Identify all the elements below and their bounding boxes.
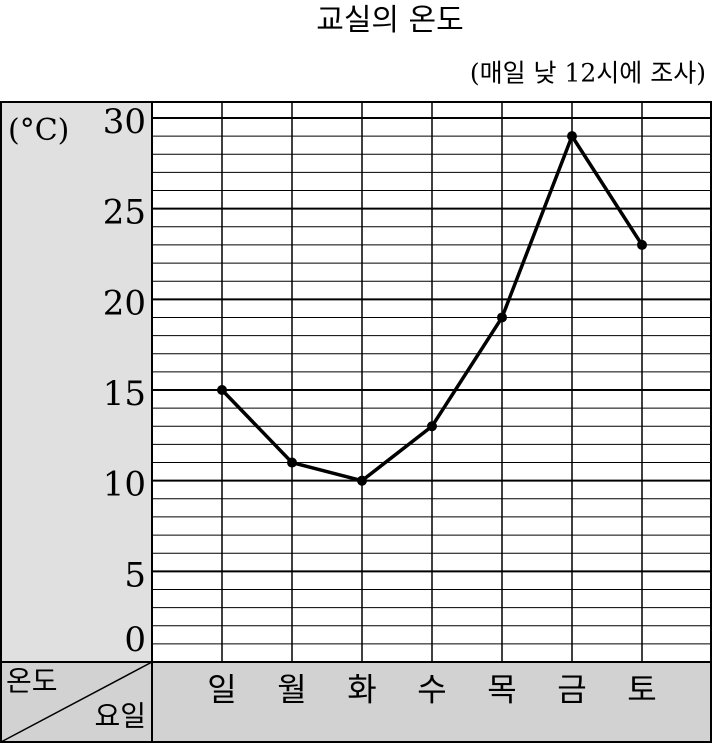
x-tick-label: 수 <box>417 671 446 709</box>
point <box>637 239 647 250</box>
x-panel <box>1 662 711 742</box>
y-tick-label: 0 <box>124 620 146 660</box>
point <box>217 385 227 395</box>
chart-subtitle: (매일 낮 12시에 조사) <box>470 59 706 88</box>
x-tick-label: 목 <box>487 671 516 709</box>
chart-title: 교실의 온도 <box>316 3 464 38</box>
x-tick-label: 월 <box>277 671 306 709</box>
y-tick-label: 25 <box>103 193 146 233</box>
frame <box>0 101 712 743</box>
point <box>287 457 297 468</box>
y-tick-label: 10 <box>103 465 146 505</box>
x-tick-label: 화 <box>347 671 376 709</box>
point <box>357 475 367 486</box>
x-tick-label: 일 <box>207 671 236 709</box>
point <box>427 421 437 432</box>
x-axis-label: 요일 <box>94 700 146 733</box>
x-tick-label: 토 <box>627 671 656 709</box>
y-tick-label: 15 <box>103 374 146 414</box>
y-tick-label: 5 <box>124 555 146 595</box>
point <box>497 312 507 323</box>
x-tick-label: 금 <box>557 671 586 709</box>
y-panel <box>1 102 152 662</box>
corner-diagonal <box>0 661 153 743</box>
y-axis-label: 온도 <box>6 665 58 698</box>
point <box>567 131 577 142</box>
y-tick-label: 30 <box>103 102 146 142</box>
y-tick-label: 20 <box>103 283 146 323</box>
unit-label: (°C) <box>8 113 69 148</box>
